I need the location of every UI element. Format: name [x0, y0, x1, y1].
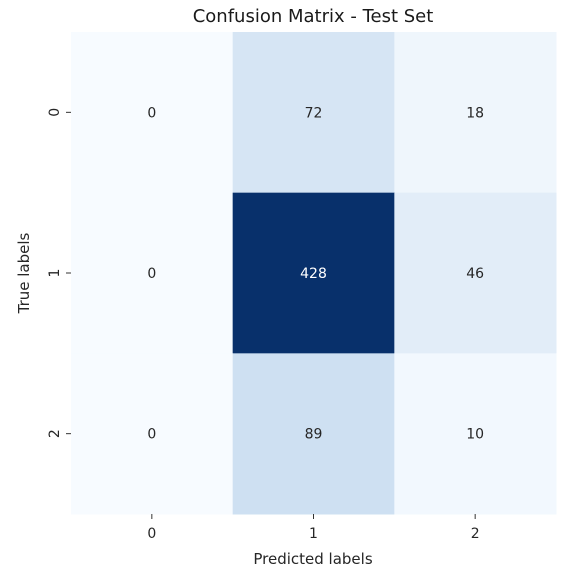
cell-value-1-2: 46	[466, 266, 484, 282]
x-axis-ticks: 0 1 2	[147, 514, 480, 542]
y-tick-label-0: 0	[47, 108, 63, 117]
x-axis-label: Predicted labels	[253, 550, 372, 568]
heatmap-cell-0-2	[394, 32, 557, 194]
x-tick-label-2: 2	[471, 526, 480, 542]
y-tick-label-1: 1	[47, 269, 63, 278]
y-tick-label-2: 2	[47, 429, 63, 438]
cell-value-1-1: 428	[300, 266, 327, 282]
cell-value-2-0: 0	[147, 427, 156, 443]
y-axis-ticks: 0 1 2	[47, 108, 71, 438]
heatmap-cell-1-0	[71, 192, 234, 354]
cell-value-2-2: 10	[466, 427, 484, 443]
heatmap-cell-2-1	[232, 353, 395, 515]
cell-value-2-1: 89	[305, 427, 323, 443]
heatmap-cell-0-1	[232, 32, 395, 194]
cell-value-1-0: 0	[147, 266, 156, 282]
y-axis-label: True labels	[15, 232, 33, 314]
cell-value-0-0: 0	[147, 105, 156, 121]
cell-value-0-1: 72	[305, 105, 323, 121]
heatmap-cell-2-0	[71, 353, 234, 515]
heatmap-cell-1-2	[394, 192, 557, 354]
heatmap-cell-0-0	[71, 32, 234, 194]
heatmap-cell-2-2	[394, 353, 557, 515]
heatmap-cell-1-1	[232, 192, 395, 354]
x-tick-label-0: 0	[147, 526, 156, 542]
chart-title: Confusion Matrix - Test Set	[193, 6, 434, 27]
x-tick-label-1: 1	[309, 526, 318, 542]
heatmap-cells: 0 72 18 0 428 46 0 89 10	[71, 32, 557, 515]
cell-value-0-2: 18	[466, 105, 484, 121]
